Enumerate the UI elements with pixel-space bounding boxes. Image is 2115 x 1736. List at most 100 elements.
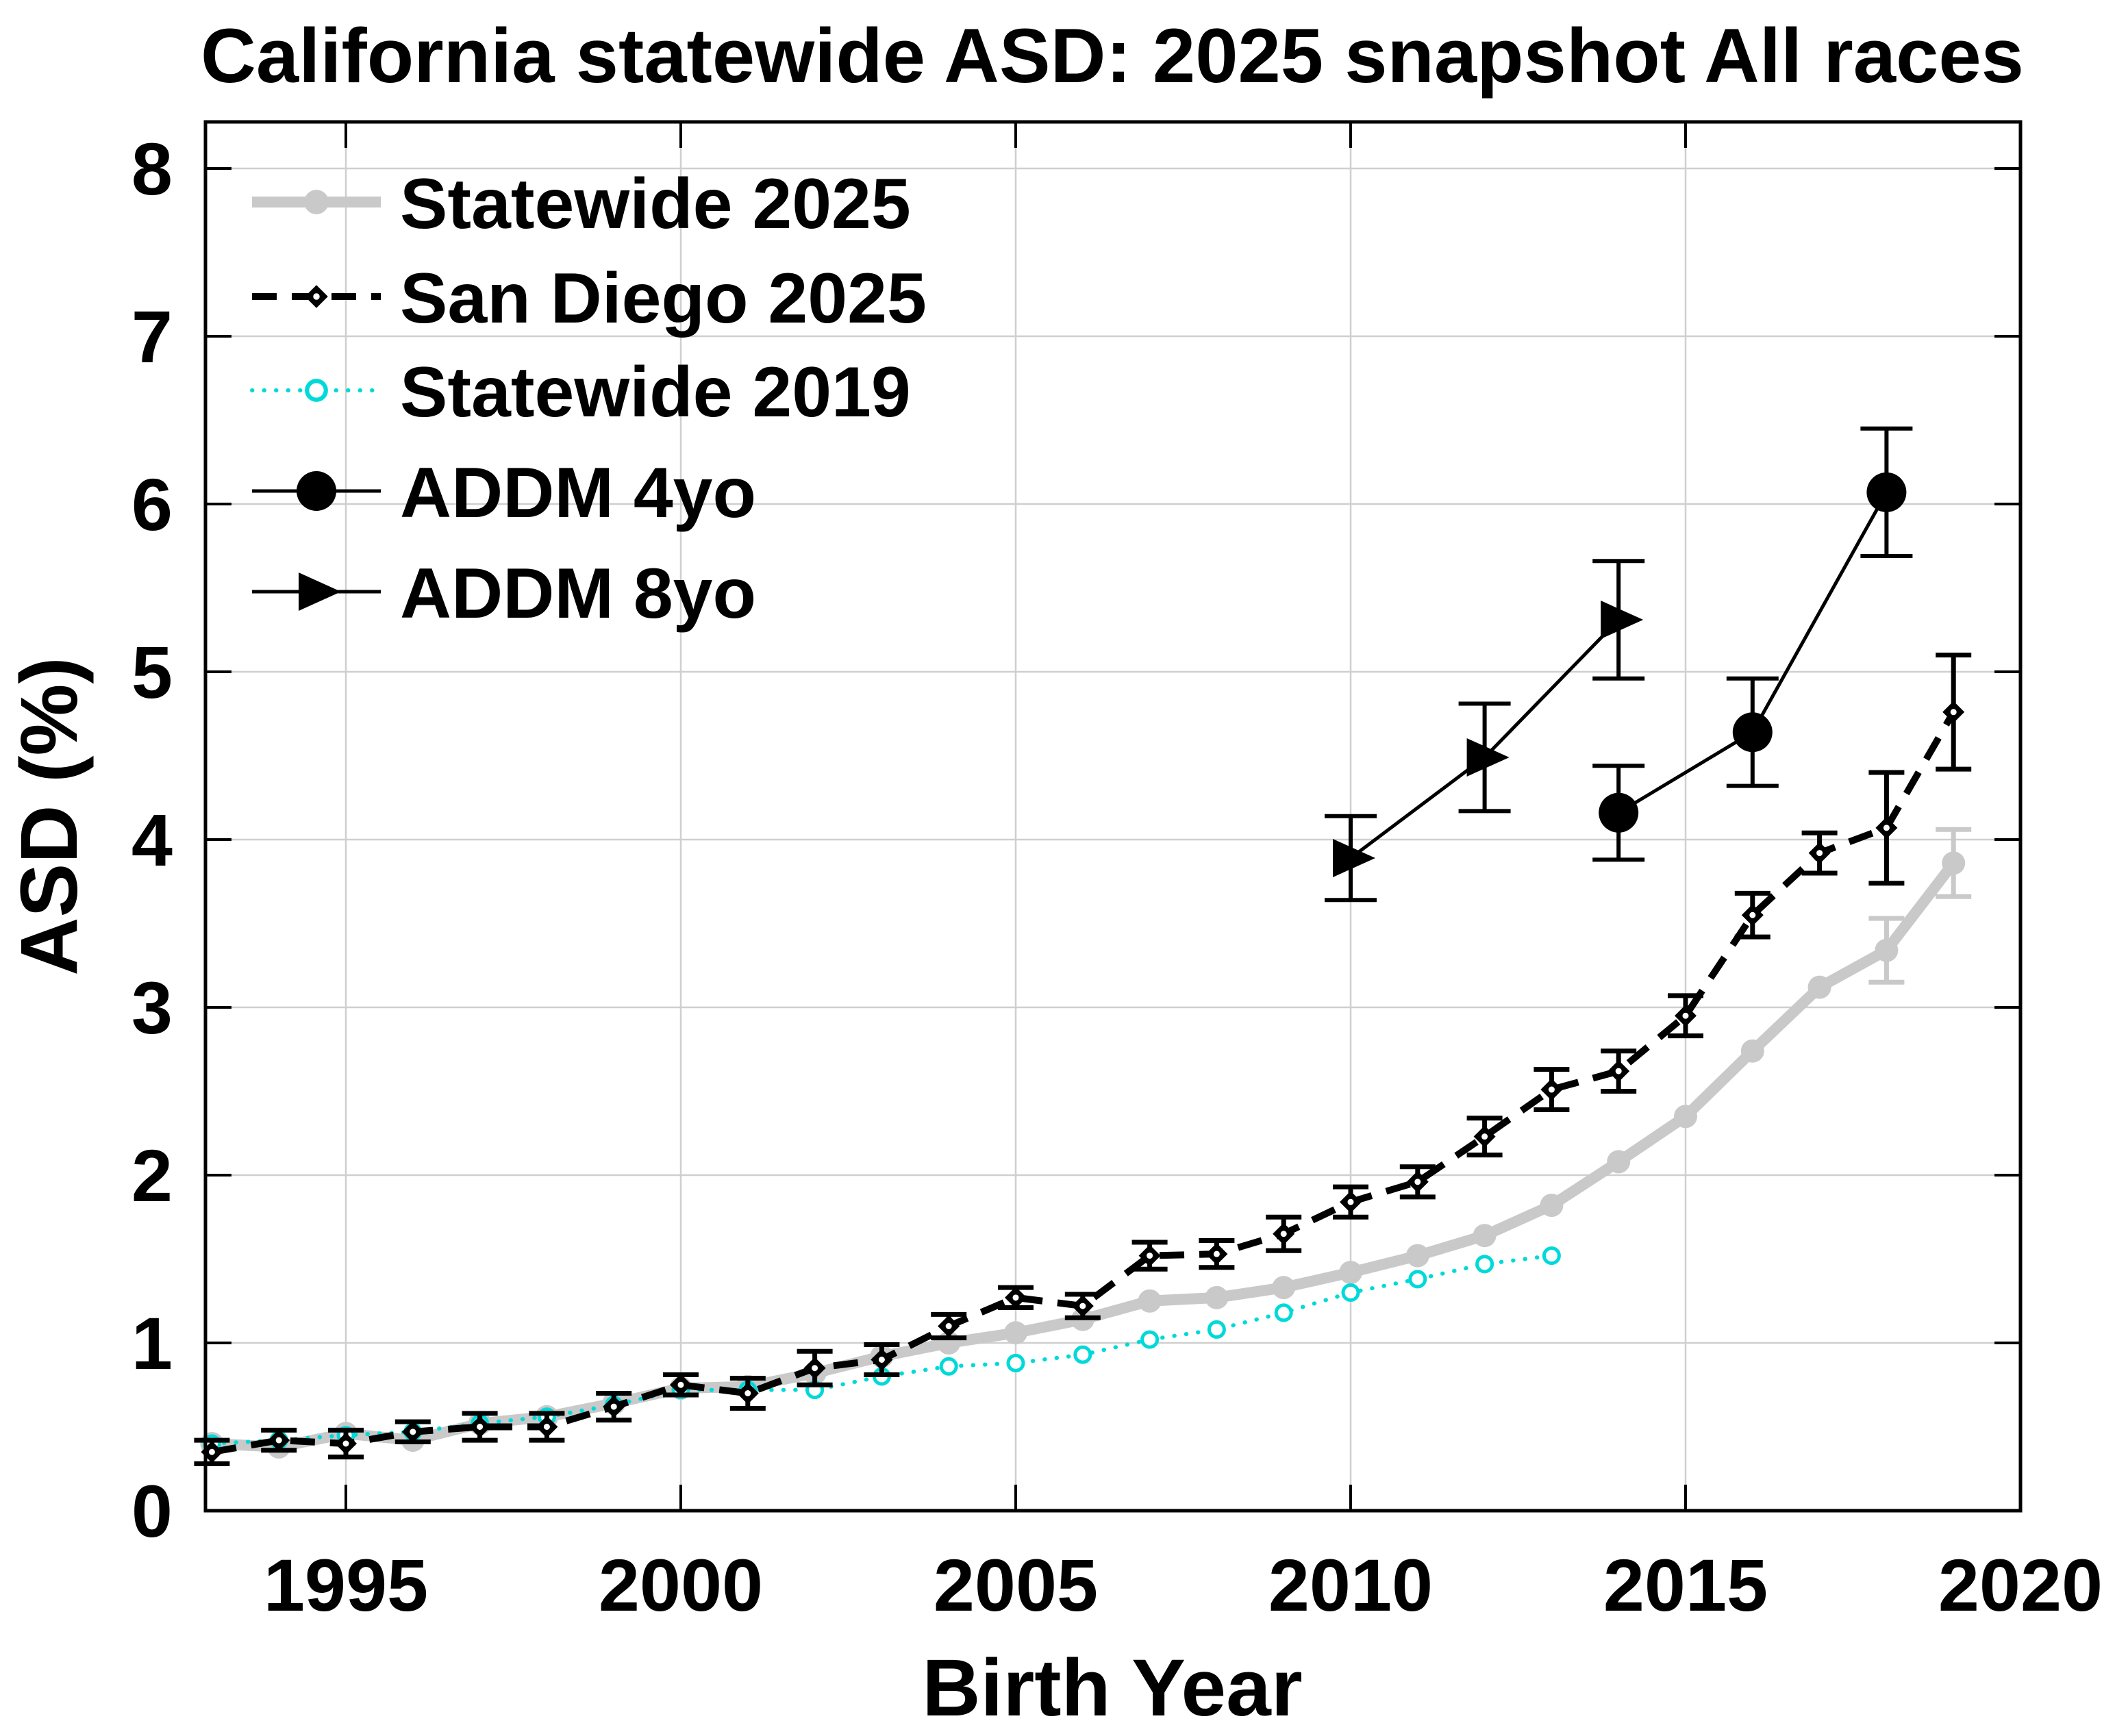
y-tick-label: 6 xyxy=(132,463,173,546)
open-circle-marker xyxy=(1542,1246,1561,1266)
y-tick-label: 5 xyxy=(132,631,173,714)
diamond-marker-center xyxy=(1213,1250,1220,1257)
gridlines-layer xyxy=(205,122,2020,1511)
legend-item-statewide-2019: Statewide 2019 xyxy=(250,353,911,432)
triangle-right-marker xyxy=(299,573,341,611)
diamond-marker-center xyxy=(477,1424,484,1430)
data-series-layer xyxy=(194,426,1972,1466)
large-circle-marker xyxy=(1732,712,1773,753)
open-circle-marker xyxy=(305,379,328,402)
circle-marker xyxy=(1740,1039,1764,1063)
circle-marker xyxy=(1405,1244,1429,1268)
axes-layer xyxy=(203,120,2023,1513)
open-circle-marker xyxy=(1207,1320,1226,1339)
diamond-marker-center xyxy=(1012,1294,1019,1301)
diamond-marker-center xyxy=(1950,709,1957,716)
legend-label: ADDM 4yo xyxy=(400,453,756,533)
legend-label: Statewide 2019 xyxy=(400,353,911,432)
diamond-marker-center xyxy=(1548,1086,1555,1093)
circle-marker xyxy=(1272,1276,1296,1300)
x-tick-label: 2020 xyxy=(1938,1544,2103,1626)
y-tick-label: 0 xyxy=(132,1470,173,1552)
x-tick-label: 2015 xyxy=(1603,1544,1768,1626)
tick-labels-layer: 1995 2000 2005 2010 2015 2020 0 1 2 3 4 5 6 7 8 xyxy=(132,127,2103,1626)
large-circle-marker xyxy=(297,471,336,511)
circle-marker xyxy=(1607,1150,1631,1174)
legend-item-san-diego-2025: San Diego 2025 xyxy=(252,259,927,338)
chart-title: California statewide ASD: 2025 snapshot … xyxy=(201,13,2024,99)
circle-marker xyxy=(1807,975,1831,999)
diamond-marker-center xyxy=(342,1440,349,1447)
diamond-marker-center xyxy=(1147,1253,1153,1259)
triangle-right-marker xyxy=(1466,738,1510,777)
series-line xyxy=(211,710,1957,1456)
series-addm-8yo xyxy=(1325,559,1645,903)
open-circle-marker xyxy=(1274,1303,1293,1322)
circle-marker xyxy=(1339,1261,1362,1285)
diamond-marker-center xyxy=(313,293,320,300)
legend-item-statewide-2025: Statewide 2025 xyxy=(252,164,911,244)
triangle-right-marker xyxy=(1333,838,1375,877)
diamond-marker-center xyxy=(1079,1303,1086,1309)
x-tick-label: 2010 xyxy=(1268,1544,1433,1626)
series-addm-4yo xyxy=(1592,426,1913,862)
circle-marker xyxy=(1942,851,1966,875)
x-axis-label: Birth Year xyxy=(922,1643,1302,1733)
y-tick-label: 1 xyxy=(132,1302,173,1385)
open-circle-marker xyxy=(1073,1345,1092,1364)
y-tick-label: 8 xyxy=(132,127,173,210)
diamond-marker-center xyxy=(543,1424,550,1430)
legend: Statewide 2025 San Diego 2025 Statewide 20… xyxy=(250,164,927,633)
open-circle-marker xyxy=(1408,1270,1427,1289)
diamond-marker-center xyxy=(945,1323,952,1329)
diamond-marker-center xyxy=(1816,850,1823,857)
circle-marker xyxy=(1138,1289,1162,1313)
diamond-marker-center xyxy=(1682,1012,1689,1019)
diamond-marker-center xyxy=(1481,1133,1488,1140)
series-statewide-2025 xyxy=(200,827,1972,1459)
diamond-marker-center xyxy=(1749,911,1756,918)
y-tick-label: 3 xyxy=(132,966,173,1049)
legend-item-addm-4yo: ADDM 4yo xyxy=(252,453,756,533)
diamond-marker-center xyxy=(677,1381,684,1388)
x-tick-label: 2000 xyxy=(599,1544,763,1626)
plot-box xyxy=(203,120,2023,1513)
diamond-marker-center xyxy=(812,1365,818,1372)
legend-label: Statewide 2025 xyxy=(400,164,911,244)
circle-marker xyxy=(1004,1321,1027,1345)
legend-item-addm-8yo: ADDM 8yo xyxy=(252,554,756,633)
open-circle-marker xyxy=(1006,1353,1025,1372)
y-tick-label: 7 xyxy=(132,295,173,378)
diamond-marker-center xyxy=(744,1390,751,1396)
series-san-diego-2025 xyxy=(194,653,1972,1466)
open-circle-marker xyxy=(1475,1255,1494,1274)
circle-marker xyxy=(304,190,329,214)
circle-marker xyxy=(1540,1194,1564,1218)
open-circle-marker xyxy=(1341,1283,1360,1302)
legend-label: ADDM 8yo xyxy=(400,554,756,633)
x-tick-label: 2005 xyxy=(934,1544,1098,1626)
open-circle-marker xyxy=(1140,1330,1160,1349)
large-circle-marker xyxy=(1599,792,1639,833)
circle-marker xyxy=(1473,1224,1497,1248)
open-circle-marker xyxy=(939,1357,958,1376)
diamond-marker-center xyxy=(610,1403,617,1410)
legend-label: San Diego 2025 xyxy=(400,259,927,338)
y-tick-label: 2 xyxy=(132,1134,173,1217)
diamond-marker-center xyxy=(1347,1198,1354,1205)
diamond-marker-center xyxy=(1883,825,1890,831)
diamond-marker-center xyxy=(208,1448,215,1455)
triangle-right-marker xyxy=(1601,601,1644,640)
y-axis-label: ASD (%) xyxy=(4,657,95,975)
circle-marker xyxy=(1205,1285,1229,1309)
diamond-marker-center xyxy=(878,1357,885,1363)
y-tick-label: 4 xyxy=(132,798,173,881)
diamond-marker-center xyxy=(1280,1231,1287,1237)
circle-marker xyxy=(1875,938,1899,962)
diamond-marker-center xyxy=(410,1429,416,1435)
diamond-marker-center xyxy=(1414,1179,1421,1185)
diamond-marker-center xyxy=(275,1437,282,1444)
diamond-marker-center xyxy=(1615,1068,1622,1074)
